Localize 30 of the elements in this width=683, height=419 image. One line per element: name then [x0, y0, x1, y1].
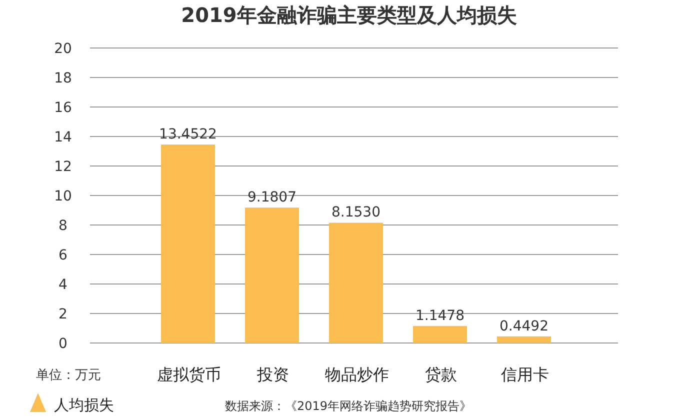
data-label: 1.1478: [416, 308, 464, 324]
y-tick-label: 12: [54, 159, 72, 175]
x-tick-label: 贷款: [425, 365, 457, 384]
bar: [497, 336, 551, 343]
source-note: 数据来源：《2019年网络诈骗趋势研究报告》: [225, 399, 472, 413]
y-tick-label: 2: [58, 306, 68, 322]
y-tick-label: 8: [58, 218, 68, 234]
y-tick-label: 0: [58, 336, 68, 352]
y-tick-label: 18: [54, 70, 72, 86]
y-tick-label: 14: [54, 130, 72, 146]
chart-title: 2019年金融诈骗主要类型及人均损失: [181, 3, 517, 27]
y-tick-label: 10: [54, 188, 72, 204]
data-label: 8.1530: [332, 204, 380, 221]
x-tick-label: 投资: [256, 365, 289, 384]
bar: [161, 144, 215, 343]
legend-label: 人均损失: [54, 396, 114, 414]
y-tick-label: 16: [54, 100, 72, 116]
bar: [329, 222, 383, 343]
text: 单位：万元: [36, 368, 101, 383]
y-tick-label: 20: [54, 41, 72, 57]
x-tick-label: 虚拟货币: [157, 365, 221, 384]
bar: [413, 326, 467, 343]
y-tick-label: 4: [58, 277, 68, 293]
x-tick-label: 信用卡: [501, 365, 549, 384]
y-tick-label: 6: [58, 248, 68, 264]
data-label: 9.1807: [248, 190, 296, 206]
x-tick-label: 物品炒作: [325, 365, 389, 384]
data-label: 0.4492: [500, 318, 548, 334]
data-label: 13.4522: [159, 126, 217, 143]
bar: [245, 208, 299, 343]
